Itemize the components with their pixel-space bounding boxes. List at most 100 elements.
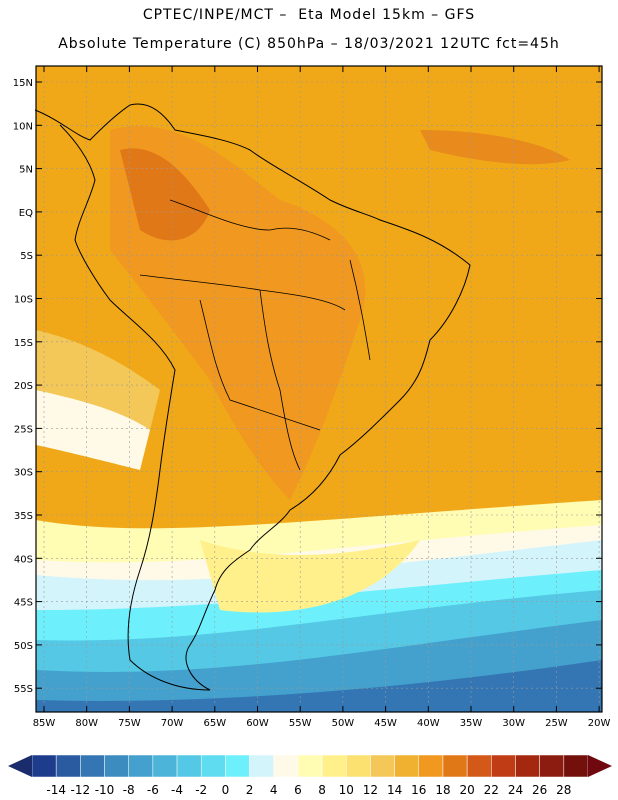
lon-label: 50W bbox=[332, 718, 355, 729]
lat-label: EQ bbox=[19, 208, 33, 219]
colorbar-label: -12 bbox=[71, 783, 91, 797]
lon-label: 60W bbox=[246, 718, 269, 729]
lat-label: 50S bbox=[14, 641, 33, 652]
lat-label: 5S bbox=[20, 251, 33, 262]
colorbar-segment bbox=[80, 754, 105, 778]
lon-label: 65W bbox=[203, 718, 226, 729]
continent-outline bbox=[34, 103, 471, 691]
border-1 bbox=[139, 274, 346, 311]
lat-label: 5N bbox=[19, 165, 33, 176]
colorbar-label: 28 bbox=[556, 783, 571, 797]
colorbar-segment bbox=[442, 754, 468, 778]
lat-label: 15N bbox=[13, 78, 33, 89]
atlantic-hotspot bbox=[420, 130, 570, 165]
colorbar-label: 0 bbox=[222, 783, 230, 797]
colorbar-label: 6 bbox=[294, 783, 302, 797]
colorbar-segment bbox=[31, 754, 57, 778]
colorbar-segment bbox=[273, 754, 299, 778]
axis-ticks bbox=[36, 66, 602, 712]
colorbar-label: 16 bbox=[411, 783, 426, 797]
border-2 bbox=[199, 299, 321, 431]
lat-label: 20S bbox=[14, 381, 33, 392]
colorbar-label: 20 bbox=[459, 783, 474, 797]
band-minus8c bbox=[36, 660, 602, 712]
temperature-field bbox=[36, 66, 602, 712]
lon-label: 45W bbox=[374, 718, 397, 729]
lat-label: 10S bbox=[14, 295, 33, 306]
lat-label: 25S bbox=[14, 424, 33, 435]
colorbar-segment bbox=[346, 754, 371, 778]
colorbar-label: 14 bbox=[387, 783, 402, 797]
colorbar-label: -6 bbox=[147, 783, 159, 797]
colorbar-segment bbox=[152, 754, 178, 778]
lon-label: 70W bbox=[161, 718, 184, 729]
colorbar-label: 26 bbox=[532, 783, 547, 797]
colorbar-segment bbox=[128, 754, 154, 778]
colorbar-segment bbox=[418, 754, 444, 778]
lon-label: 80W bbox=[75, 718, 98, 729]
lon-label: 75W bbox=[118, 718, 141, 729]
lon-label: 35W bbox=[460, 718, 483, 729]
border-5 bbox=[349, 259, 371, 361]
colorbar-label: 22 bbox=[484, 783, 499, 797]
lon-label: 20W bbox=[588, 718, 611, 729]
lat-lon-grid bbox=[36, 66, 602, 712]
latitude-labels: 15N 10N 5N EQ 5S 10S 15S 20S 25S 30S 35S 40S 45S 50S 5… bbox=[13, 78, 33, 695]
colorbar-label: -4 bbox=[171, 783, 183, 797]
lat-label: 15S bbox=[14, 338, 33, 349]
lon-label: 85W bbox=[33, 718, 56, 729]
colorbar-segment bbox=[55, 754, 81, 778]
title-line-2: Absolute Temperature (C) 850hPa – 18/03/… bbox=[58, 36, 560, 52]
lat-label: 35S bbox=[14, 511, 33, 522]
lat-label: 30S bbox=[14, 468, 33, 479]
lat-label: 55S bbox=[14, 684, 33, 695]
colorbar-segment bbox=[515, 754, 540, 778]
colorbar-label: 10 bbox=[339, 783, 354, 797]
lat-label: 45S bbox=[14, 598, 33, 609]
colorbar-segment bbox=[249, 754, 274, 778]
colorbar-label: 24 bbox=[508, 783, 523, 797]
colorbar-segment bbox=[225, 754, 250, 778]
lon-label: 25W bbox=[545, 718, 568, 729]
colorbar-label: -2 bbox=[195, 783, 207, 797]
longitude-labels: 85W 80W 75W 70W 65W 60W 55W 50W 45W 40W 35W 30W 25W 2… bbox=[33, 718, 611, 729]
colorbar-segment bbox=[539, 754, 565, 778]
colorbar-segment bbox=[200, 754, 226, 778]
colorbar-labels: -14 -12 -10 -8 -6 -4 -2 0 2 4 6 8 10 12 14 16 18 20 22 24 26… bbox=[46, 783, 571, 797]
lon-label: 40W bbox=[417, 718, 440, 729]
colorbar-label: 8 bbox=[318, 783, 326, 797]
colorbar-left-arrow bbox=[8, 755, 32, 777]
colorbar-label: -10 bbox=[95, 783, 115, 797]
country-borders bbox=[139, 199, 371, 471]
title-line-1: CPTEC/INPE/MCT – Eta Model 15km – GFS bbox=[142, 7, 476, 23]
colorbar-segment bbox=[321, 754, 347, 778]
andes-hotspot bbox=[120, 148, 210, 241]
colorbar-segment bbox=[394, 754, 420, 778]
lat-label: 40S bbox=[14, 554, 33, 565]
colorbar-segment bbox=[176, 754, 202, 778]
patagonia-warm bbox=[200, 540, 420, 613]
colorbar-label: 18 bbox=[435, 783, 450, 797]
colorbar-label: 4 bbox=[270, 783, 278, 797]
colorbar bbox=[8, 754, 612, 778]
colorbar-segment bbox=[491, 754, 516, 778]
lon-label: 55W bbox=[289, 718, 312, 729]
colorbar-segment bbox=[370, 754, 395, 778]
lat-label: 10N bbox=[13, 121, 33, 132]
pacific-cool bbox=[36, 390, 150, 470]
colorbar-label: -14 bbox=[46, 783, 66, 797]
colorbar-label: 2 bbox=[246, 783, 254, 797]
colorbar-segment bbox=[466, 754, 492, 778]
colorbar-label: 12 bbox=[363, 783, 378, 797]
border-4 bbox=[259, 289, 301, 471]
colorbar-segment bbox=[104, 754, 129, 778]
lon-label: 30W bbox=[502, 718, 525, 729]
colorbar-segment bbox=[297, 754, 323, 778]
map-frame bbox=[35, 65, 603, 713]
border-3 bbox=[169, 199, 331, 241]
colorbar-segment bbox=[563, 754, 589, 778]
coastline bbox=[34, 103, 471, 691]
colorbar-right-arrow bbox=[588, 755, 612, 777]
colorbar-label: -8 bbox=[123, 783, 135, 797]
